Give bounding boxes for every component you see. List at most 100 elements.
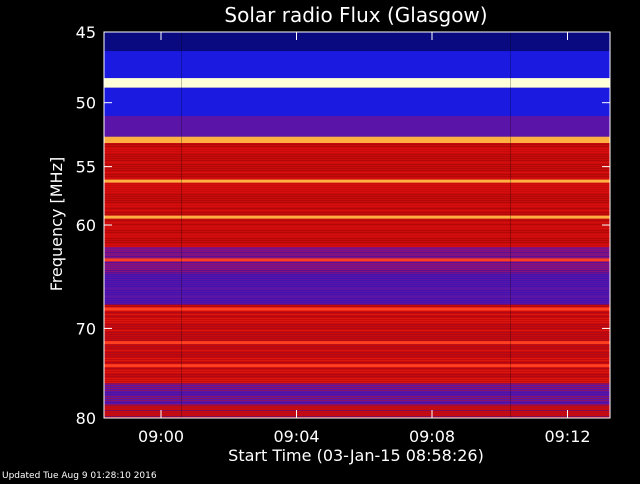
texture-stripe — [104, 146, 610, 147]
texture-stripe — [104, 172, 610, 173]
texture-stripe — [104, 220, 610, 221]
texture-stripe — [104, 188, 610, 189]
texture-stripe — [104, 274, 610, 275]
texture-stripe — [104, 158, 610, 159]
texture-stripe — [104, 412, 610, 413]
texture-stripe — [104, 164, 610, 165]
texture-stripe — [104, 346, 610, 347]
texture-stripe — [104, 410, 610, 411]
texture-stripe — [104, 372, 610, 373]
texture-stripe — [104, 256, 610, 257]
texture-stripe — [104, 238, 610, 239]
texture-stripe — [104, 296, 610, 297]
texture-stripe — [104, 230, 610, 231]
texture-stripe — [104, 144, 610, 145]
texture-stripe — [104, 304, 610, 305]
y-tick-label: 45 — [76, 23, 96, 42]
texture-stripe — [104, 394, 610, 395]
texture-stripe — [104, 208, 610, 209]
spectrogram-plot — [104, 32, 610, 418]
texture-stripe — [104, 242, 610, 243]
texture-stripe — [104, 404, 610, 405]
texture-stripe — [104, 286, 610, 287]
texture-stripe — [104, 318, 610, 319]
texture-stripe — [104, 222, 610, 223]
texture-stripe — [104, 368, 610, 369]
emission-line-0 — [104, 81, 610, 87]
texture-stripe — [104, 240, 610, 241]
texture-stripe — [104, 340, 610, 341]
emission-line-5 — [104, 307, 610, 311]
y-tick-label: 70 — [76, 319, 96, 338]
band-4 — [104, 115, 610, 137]
texture-stripe — [104, 380, 610, 381]
texture-stripe — [104, 374, 610, 375]
texture-stripe — [104, 166, 610, 167]
texture-stripe — [104, 250, 610, 251]
texture-stripe — [104, 330, 610, 331]
y-tick-label: 60 — [76, 216, 96, 235]
texture-stripe — [104, 244, 610, 245]
texture-stripe — [104, 388, 610, 389]
texture-stripe — [104, 272, 610, 273]
texture-stripe — [104, 178, 610, 179]
texture-stripe — [104, 390, 610, 391]
texture-stripe — [104, 284, 610, 285]
texture-stripe — [104, 224, 610, 225]
x-tick-label: 09:04 — [273, 427, 319, 446]
texture-stripe — [104, 344, 610, 345]
x-tick-label: 09:00 — [138, 427, 184, 446]
x-axis: 09:00 09:04 09:08 09:12 — [138, 32, 591, 446]
texture-stripe — [104, 210, 610, 211]
texture-stripe — [104, 402, 610, 403]
texture-stripe — [104, 360, 610, 361]
y-axis-label: Frequency [MHz] — [47, 157, 66, 291]
texture-stripe — [104, 288, 610, 289]
texture-stripe — [104, 314, 610, 315]
texture-stripe — [104, 162, 610, 163]
texture-stripe — [104, 174, 610, 175]
texture-stripe — [104, 408, 610, 409]
texture-stripe — [104, 362, 610, 363]
updated-footer: Updated Tue Aug 9 01:28:10 2016 — [2, 471, 157, 480]
texture-stripe — [104, 352, 610, 353]
texture-stripe — [104, 184, 610, 185]
segment-boundary-1 — [510, 32, 511, 418]
texture-stripe — [104, 152, 610, 153]
texture-stripe — [104, 300, 610, 301]
texture-stripe — [104, 248, 610, 249]
texture-stripe — [104, 192, 610, 193]
texture-stripe — [104, 316, 610, 317]
x-axis-label: Start Time (03-Jan-15 08:58:26) — [228, 446, 484, 465]
band-3 — [104, 87, 610, 116]
texture-stripe — [104, 326, 610, 327]
texture-stripe — [104, 348, 610, 349]
texture-stripe — [104, 406, 610, 407]
x-tick-label: 09:12 — [544, 427, 590, 446]
texture-stripe — [104, 252, 610, 253]
texture-stripe — [104, 246, 610, 247]
texture-stripe — [104, 264, 610, 265]
segment-boundary-0 — [181, 32, 182, 418]
texture-stripe — [104, 282, 610, 283]
emission-line-2 — [104, 179, 610, 183]
texture-stripe — [104, 270, 610, 271]
texture-stripe — [104, 226, 610, 227]
texture-stripe — [104, 320, 610, 321]
chart-title: Solar radio Flux (Glasgow) — [224, 3, 487, 27]
texture-stripe — [104, 354, 610, 355]
texture-stripe — [104, 338, 610, 339]
texture-stripe — [104, 212, 610, 213]
texture-stripe — [104, 228, 610, 229]
emission-line-6 — [104, 341, 610, 345]
y-tick-label: 55 — [76, 158, 96, 177]
y-tick-label: 80 — [76, 409, 96, 428]
texture-stripe — [104, 280, 610, 281]
texture-stripe — [104, 358, 610, 359]
texture-stripe — [104, 370, 610, 371]
texture-stripe — [104, 324, 610, 325]
texture-stripe — [104, 234, 610, 235]
texture-stripe — [104, 298, 610, 299]
